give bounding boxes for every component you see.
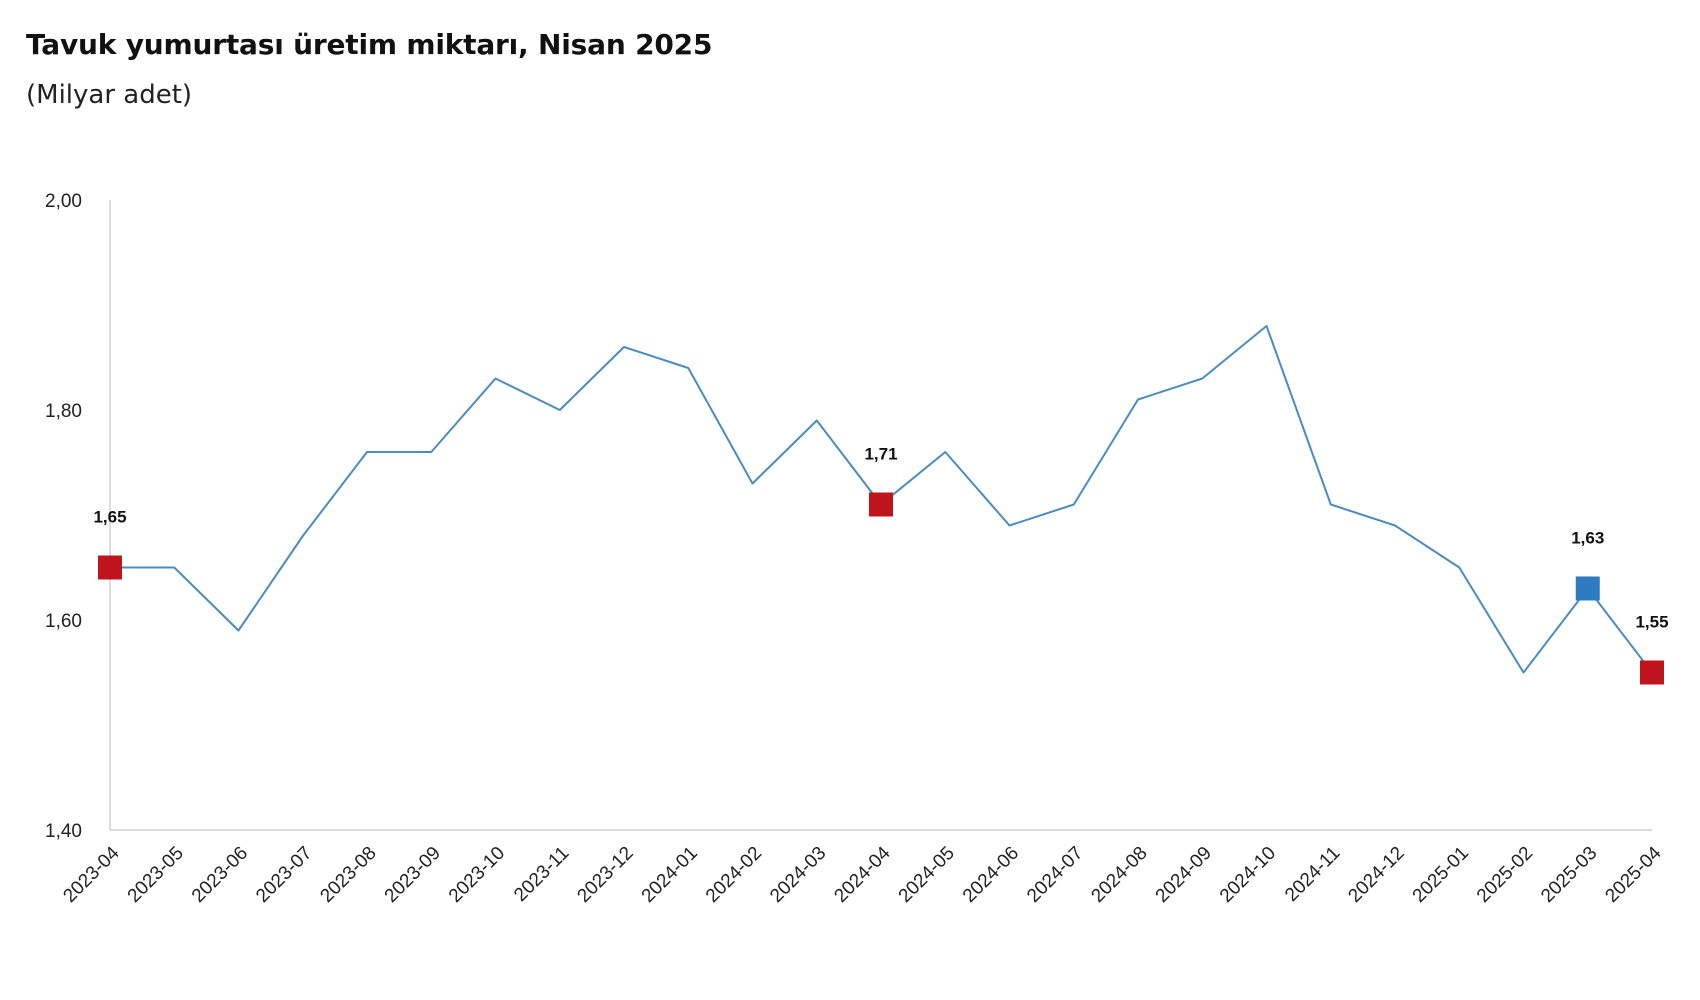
x-tick-label: 2024-05 — [895, 843, 959, 907]
x-tick-label: 2024-08 — [1087, 843, 1151, 907]
x-tick-label: 2023-10 — [445, 843, 509, 907]
y-tick-label: 1,80 — [45, 401, 82, 422]
data-marker — [1640, 660, 1664, 685]
x-tick-label: 2024-06 — [959, 843, 1023, 907]
data-marker — [869, 492, 893, 517]
x-tick-label: 2024-07 — [1023, 843, 1087, 907]
data-label: 1,63 — [1571, 529, 1604, 548]
x-tick-label: 2023-05 — [124, 843, 188, 907]
x-tick-label: 2023-06 — [188, 843, 252, 907]
chart-subtitle: (Milyar adet) — [26, 80, 193, 110]
x-tick-label: 2024-01 — [638, 843, 702, 907]
x-tick-label: 2023-11 — [510, 843, 573, 906]
x-tick-label: 2024-12 — [1344, 843, 1408, 907]
y-tick-label: 1,40 — [45, 821, 82, 842]
x-tick-label: 2023-09 — [381, 843, 445, 907]
x-tick-label: 2023-07 — [252, 843, 316, 907]
data-label: 1,71 — [864, 445, 897, 464]
data-label: 1,55 — [1635, 613, 1668, 632]
x-tick-label: 2024-10 — [1216, 843, 1280, 907]
chart-title: Tavuk yumurtası üretim miktarı, Nisan 20… — [26, 28, 713, 61]
x-tick-label: 2025-04 — [1601, 842, 1665, 906]
data-marker — [98, 555, 122, 580]
data-label: 1,65 — [93, 508, 126, 527]
x-tick-label: 2023-12 — [573, 843, 637, 907]
x-tick-label: 2024-09 — [1152, 843, 1216, 907]
data-marker — [1575, 576, 1600, 601]
x-tick-label: 2023-04 — [59, 842, 123, 906]
x-tick-label: 2024-03 — [766, 843, 830, 907]
x-tick-label: 2025-01 — [1409, 843, 1473, 907]
y-tick-label: 1,60 — [45, 611, 82, 632]
x-tick-label: 2024-11 — [1281, 843, 1344, 906]
x-tick-label: 2025-03 — [1537, 843, 1601, 907]
x-tick-label: 2025-02 — [1473, 843, 1537, 907]
y-tick-label: 2,00 — [45, 191, 82, 212]
x-tick-label: 2023-08 — [316, 843, 380, 907]
x-tick-label: 2024-04 — [830, 842, 894, 906]
x-tick-label: 2024-02 — [702, 843, 766, 907]
